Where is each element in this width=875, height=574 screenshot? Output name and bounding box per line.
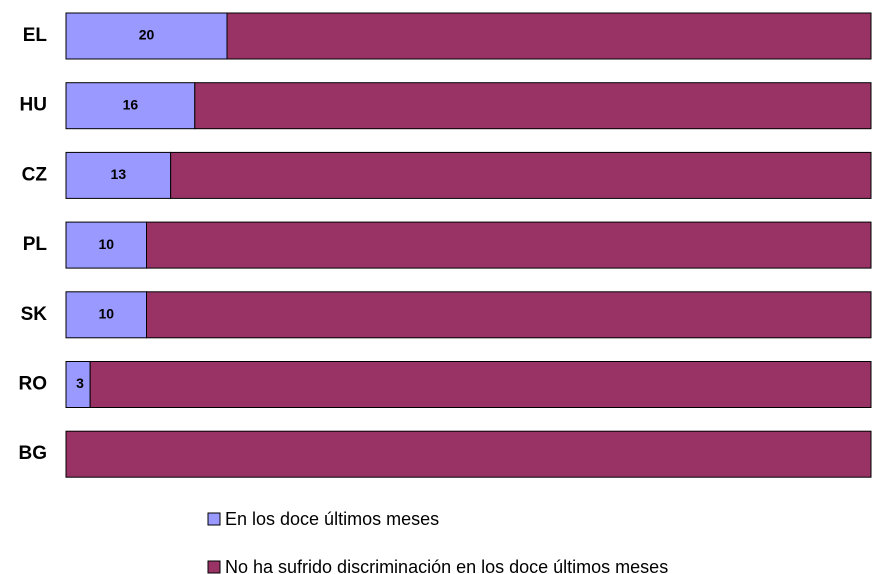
bar-segment [65,430,872,478]
value-label: 13 [111,166,127,182]
y-tick-label: HU [20,95,47,116]
bar-segment [65,361,91,408]
bar-segment [65,151,172,199]
bar-segment [65,12,228,60]
y-tick-label: RO [19,374,48,395]
bar-segment [194,82,872,130]
bar-segment [170,151,872,199]
legend-label: En los doce últimos meses [225,509,439,529]
y-tick-label: EL [23,25,48,46]
legend-label: No ha sufrido discriminación en los doce… [225,557,668,574]
value-label: 16 [123,96,139,112]
value-label: 20 [139,27,155,43]
y-tick-label: PL [23,234,48,255]
legend-swatch [207,512,221,526]
y-tick-label: BG [19,443,48,464]
bar-segment [89,361,872,408]
bar-segment [65,291,147,339]
bar-segment [146,291,872,339]
legend-swatch [207,560,221,574]
value-label: 10 [98,236,114,252]
y-tick-label: SK [21,304,48,325]
y-tick-label: CZ [22,164,48,185]
bar-segment [65,82,196,130]
bar-segment [226,12,872,60]
bar-segment [146,221,872,269]
value-label: 10 [98,306,114,322]
value-label: 3 [76,375,84,391]
